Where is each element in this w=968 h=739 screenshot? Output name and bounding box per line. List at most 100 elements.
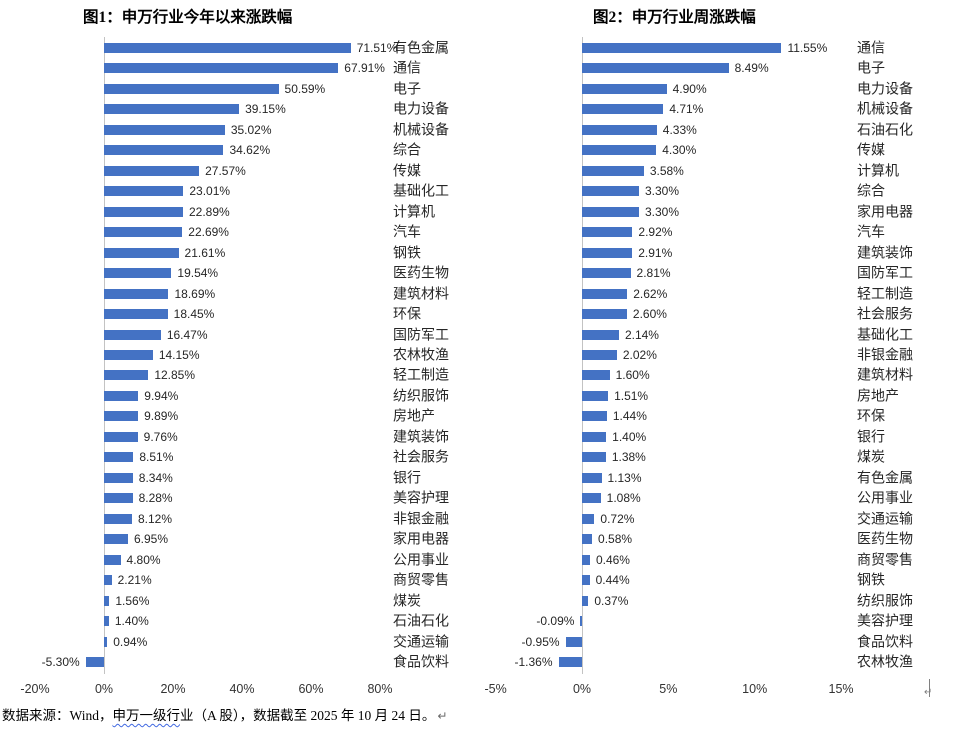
bar [582,43,782,53]
value-label: 21.61% [184,245,226,260]
category-label: 基础化工 [857,326,913,343]
value-label: -0.09% [536,614,575,629]
value-label: 1.13% [607,470,642,485]
category-label: 农林牧渔 [857,653,913,670]
category-label: 通信 [857,39,885,56]
category-label: 交通运输 [857,510,913,527]
value-label: 9.94% [144,388,179,403]
axis-tick-label: 15% [828,682,854,696]
bar [104,636,108,647]
bar [582,329,619,340]
value-label: 8.49% [734,61,769,76]
bar [582,247,633,258]
value-label: 2.21% [117,573,152,588]
bar [104,411,139,422]
category-label: 轻工制造 [393,366,449,383]
category-label: 银行 [857,428,885,445]
category-label: 石油石化 [393,612,449,629]
axis-tick-label: -20% [20,682,50,696]
category-label: 社会服务 [857,305,913,322]
bar [104,247,179,258]
category-label: 非银金融 [393,510,449,527]
bar [104,472,133,483]
category-label: 商贸零售 [857,551,913,568]
value-label: 18.45% [173,307,215,322]
value-label: 9.76% [143,429,178,444]
bar [582,554,590,565]
bar [582,595,589,606]
bar [582,104,664,115]
category-label: 传媒 [857,141,885,158]
bar [582,186,639,197]
bar [104,63,339,74]
bar [582,411,607,422]
value-label: 0.72% [600,511,635,526]
value-axis-zero-line [104,37,105,674]
category-label: 电子 [857,59,885,76]
value-label: -0.95% [521,634,560,649]
category-label: 家用电器 [393,530,449,547]
source-note-prefix: 数据来源：Wind， [2,708,113,723]
text-cursor-icon: ↵ [923,679,937,701]
axis-tick-label: 80% [367,682,393,696]
category-label: 公用事业 [393,551,449,568]
value-label: 0.58% [598,532,633,547]
category-label: 建筑材料 [393,285,449,302]
bar [582,350,617,360]
category-label: 有色金属 [393,39,449,56]
category-label: 通信 [393,59,421,76]
category-label: 机械设备 [857,100,913,117]
value-label: 8.12% [138,511,173,526]
value-label: 11.55% [787,41,828,55]
value-label: 12.85% [154,368,196,383]
category-label: 钢铁 [393,244,421,261]
value-label: 9.89% [144,409,179,424]
bar [104,534,128,545]
bar [104,575,112,586]
value-label: 8.28% [138,491,173,506]
paragraph-mark-icon: ↵ [437,709,448,723]
bar [582,472,602,483]
category-label: 交通运输 [393,633,449,650]
category-label: 钢铁 [857,571,885,588]
category-label: 汽车 [393,223,421,240]
value-label: 6.95% [133,532,168,547]
bar [104,227,183,238]
category-label: 医药生物 [393,264,449,281]
category-label: 基础化工 [393,182,449,199]
bar [104,186,184,197]
bar [104,554,121,565]
bar [104,513,132,524]
bar [582,431,607,442]
category-label: 农林牧渔 [393,346,449,363]
value-label: 16.47% [166,327,208,342]
bar [104,206,183,217]
bar [104,452,134,463]
axis-tick-label: 5% [659,682,678,696]
value-label: 3.30% [644,204,680,219]
bar [582,145,657,156]
value-label: 3.30% [644,184,680,199]
bar [104,390,139,401]
value-label: 0.94% [113,634,148,649]
bar [104,350,153,360]
category-label: 国防军工 [393,326,449,343]
value-label: 1.60% [615,368,650,383]
bar [582,390,609,401]
value-label: 22.69% [188,225,229,240]
bar [582,83,667,94]
category-label: 银行 [393,469,421,486]
category-label: 电力设备 [857,80,913,97]
bar [104,268,172,279]
bar [104,83,279,94]
category-label: 食品饮料 [393,653,449,670]
value-label: 27.57% [205,163,246,178]
category-label: 电子 [393,80,421,97]
value-label: 4.33% [662,122,697,137]
bar [582,206,639,217]
category-label: 综合 [393,141,421,158]
value-label: 35.02% [230,122,272,137]
axis-tick-label: -5% [484,682,507,696]
